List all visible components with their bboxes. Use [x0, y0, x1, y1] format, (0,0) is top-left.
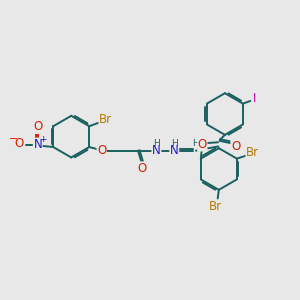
Text: N: N: [152, 144, 161, 157]
Text: O: O: [97, 144, 106, 157]
Text: O: O: [231, 140, 240, 153]
Text: O: O: [198, 138, 207, 151]
Text: N: N: [170, 144, 178, 157]
Text: H: H: [153, 139, 160, 148]
Text: O: O: [137, 162, 147, 175]
Text: Br: Br: [99, 113, 112, 126]
Text: N: N: [33, 138, 42, 151]
Text: O: O: [33, 120, 42, 133]
Text: −: −: [8, 134, 18, 144]
Text: Br: Br: [209, 200, 222, 213]
Text: +: +: [39, 135, 46, 144]
Text: I: I: [253, 92, 256, 105]
Text: O: O: [14, 137, 24, 150]
Text: H: H: [192, 139, 198, 148]
Text: H: H: [171, 139, 178, 148]
Text: Br: Br: [246, 146, 259, 159]
